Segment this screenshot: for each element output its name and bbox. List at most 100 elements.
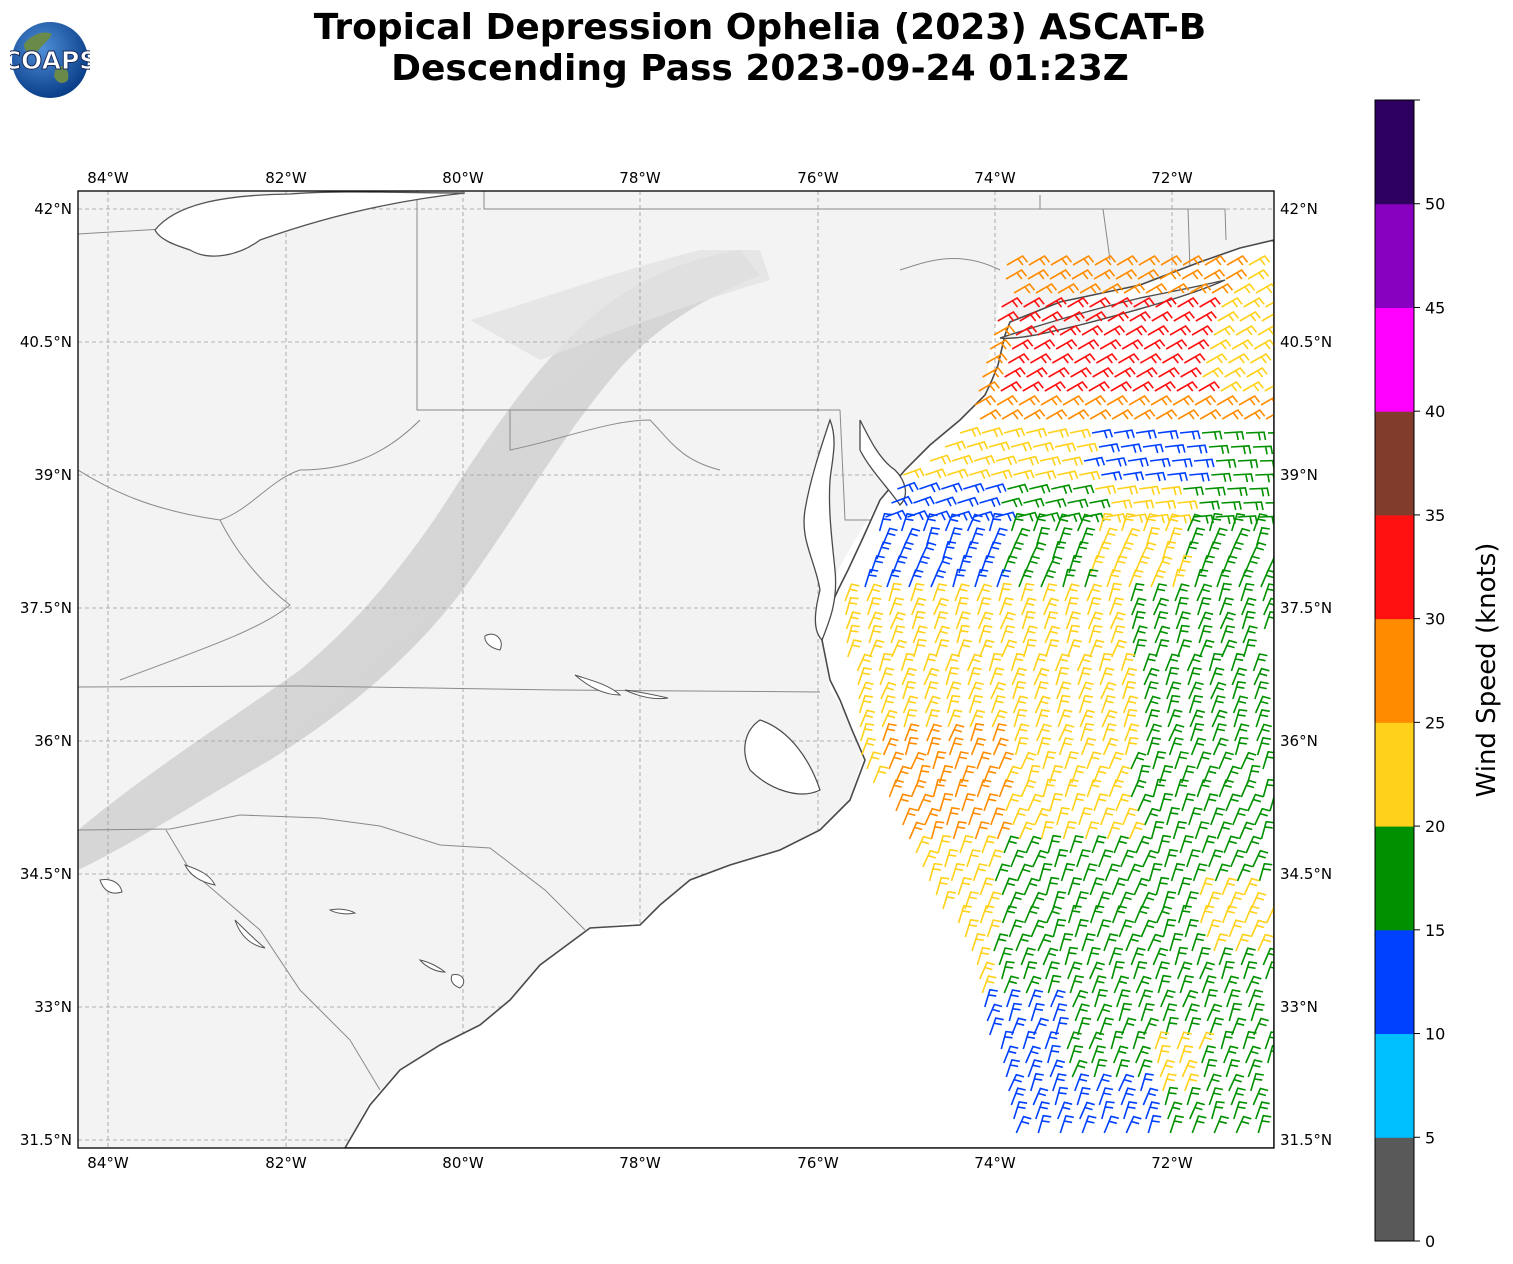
wind-barb xyxy=(1219,597,1234,616)
wind-barb xyxy=(1186,653,1203,672)
wind-barb xyxy=(1091,428,1114,439)
wind-barb xyxy=(1040,569,1057,588)
lake xyxy=(418,959,447,973)
wind-barb xyxy=(999,597,1014,616)
wind-barb xyxy=(968,694,984,714)
wind-barb xyxy=(1021,610,1036,630)
wind-barb xyxy=(1121,667,1137,686)
wind-barb xyxy=(1118,891,1134,910)
wind-barb xyxy=(1143,338,1166,350)
wind-barb xyxy=(1254,807,1271,826)
wind-barb xyxy=(1199,639,1215,658)
wind-barb xyxy=(1250,891,1267,910)
wind-barb xyxy=(1030,1072,1044,1092)
lon-tick-label: 74°W xyxy=(974,1154,1016,1172)
wind-barb xyxy=(952,820,967,840)
wind-barb xyxy=(1230,445,1252,455)
wind-barb xyxy=(1008,1073,1025,1092)
wind-barb xyxy=(1167,709,1183,728)
wind-barb xyxy=(1206,891,1222,910)
wind-barb xyxy=(1237,459,1259,469)
wind-barb xyxy=(1107,310,1129,322)
wind-barb xyxy=(1245,975,1262,994)
wind-barb xyxy=(1132,380,1154,392)
wind-barb xyxy=(1000,380,1022,392)
wind-barb xyxy=(1218,582,1232,602)
wind-barb xyxy=(1090,555,1105,574)
wind-barb xyxy=(1062,820,1077,840)
wind-barb xyxy=(1238,821,1255,840)
wind-barb xyxy=(1243,296,1265,308)
wind-barb xyxy=(1060,862,1076,882)
wind-barb xyxy=(1184,1073,1200,1092)
wind-barb xyxy=(1220,1030,1235,1050)
wind-barb xyxy=(1110,380,1132,392)
wind-barb xyxy=(1117,485,1139,495)
wind-barb xyxy=(1145,1101,1160,1120)
wind-barb xyxy=(1062,394,1085,406)
wind-barb xyxy=(1070,366,1092,378)
wind-barb xyxy=(1155,499,1177,510)
wind-barb xyxy=(1232,807,1248,826)
wind-barb xyxy=(1059,1114,1074,1134)
wind-barb xyxy=(974,568,989,588)
wind-barb xyxy=(1069,1044,1084,1064)
wind-barb xyxy=(898,541,914,560)
wind-barb xyxy=(1196,751,1212,770)
lake xyxy=(234,919,266,949)
wind-barb xyxy=(1196,583,1213,602)
wind-barb xyxy=(1240,582,1255,602)
wind-barb xyxy=(1147,1114,1162,1134)
wind-barb xyxy=(1260,820,1274,840)
wind-barb xyxy=(919,482,941,493)
wind-barb xyxy=(1123,471,1145,481)
wind-barb xyxy=(1232,695,1249,714)
wind-barb xyxy=(942,890,957,910)
wind-barb xyxy=(1086,583,1103,602)
wind-barb xyxy=(1081,1115,1097,1134)
wind-barb xyxy=(1018,569,1034,588)
wind-barb xyxy=(1218,751,1234,770)
lat-tick-label: 34.5°N xyxy=(20,865,72,883)
wind-barb xyxy=(1220,380,1242,392)
wind-barb xyxy=(1161,485,1183,496)
wind-barb xyxy=(1004,366,1026,378)
wind-barb xyxy=(1253,667,1270,686)
lat-tick-label: 33°N xyxy=(1280,998,1318,1016)
wind-barb xyxy=(1000,625,1016,644)
wind-barb xyxy=(1067,498,1089,509)
wind-barb xyxy=(1256,526,1270,546)
wind-barb xyxy=(1064,583,1080,602)
wind-barb xyxy=(1140,352,1162,364)
wind-barb xyxy=(1108,779,1124,798)
wind-barb xyxy=(904,723,920,742)
logo-text: COAPS xyxy=(10,46,90,75)
wind-barb xyxy=(1269,794,1274,812)
wind-barb xyxy=(928,862,943,882)
appalachian-ridge xyxy=(78,250,760,870)
wind-barb xyxy=(1156,555,1173,574)
lat-tick-label: 33°N xyxy=(34,998,72,1016)
wind-barb xyxy=(955,611,971,630)
wind-barb xyxy=(1067,639,1082,658)
wind-barb xyxy=(1206,352,1228,364)
wind-barb xyxy=(1025,1045,1041,1064)
wind-barb xyxy=(1255,473,1274,483)
wind-barb xyxy=(1203,793,1219,812)
wind-barb xyxy=(1096,352,1118,364)
wind-barb xyxy=(845,596,859,616)
wind-barb xyxy=(1252,513,1268,532)
wind-barb xyxy=(1194,394,1217,406)
wind-barb xyxy=(1217,310,1239,322)
wind-barb xyxy=(966,440,989,452)
wind-barb xyxy=(1184,918,1199,938)
wind-barb xyxy=(1211,472,1232,482)
wind-barb xyxy=(1245,431,1267,441)
wind-barb xyxy=(1118,919,1134,938)
wind-barb xyxy=(1110,1030,1125,1050)
wind-barb xyxy=(1091,835,1107,854)
wind-barb xyxy=(1032,849,1049,868)
wind-barb xyxy=(1067,904,1082,924)
wind-barb xyxy=(1213,933,1229,952)
wind-barb xyxy=(1253,338,1274,350)
